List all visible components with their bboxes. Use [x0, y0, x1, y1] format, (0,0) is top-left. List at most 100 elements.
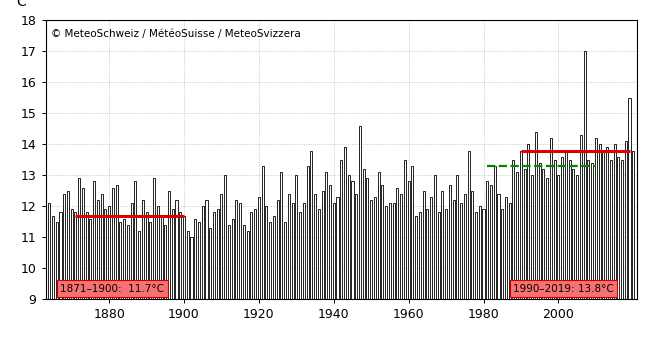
Bar [621, 160, 623, 299]
Bar [378, 172, 380, 299]
Bar [546, 178, 548, 299]
Bar [467, 151, 469, 299]
Bar [194, 219, 196, 299]
Bar [463, 194, 466, 299]
Bar [367, 178, 369, 299]
Bar [456, 175, 458, 299]
Bar [426, 209, 428, 299]
Bar [389, 203, 391, 299]
Bar [479, 206, 481, 299]
Bar [86, 212, 88, 299]
Bar [108, 206, 110, 299]
Bar [531, 175, 533, 299]
Bar [482, 209, 484, 299]
Bar [385, 206, 387, 299]
Bar [67, 191, 69, 299]
Bar [101, 194, 103, 299]
Bar [606, 148, 608, 299]
Bar [105, 209, 107, 299]
Bar [363, 169, 365, 299]
Bar [56, 222, 58, 299]
Bar [322, 191, 324, 299]
Bar [90, 219, 92, 299]
Bar [452, 200, 454, 299]
Bar [497, 194, 499, 299]
Bar [419, 212, 421, 299]
Bar [224, 175, 226, 299]
Bar [190, 237, 192, 299]
Bar [486, 182, 488, 299]
Bar [535, 132, 537, 299]
Bar [348, 175, 350, 299]
Bar [591, 163, 593, 299]
Bar [74, 212, 77, 299]
Bar [415, 216, 417, 299]
Text: 1871–1900:  11.7°C: 1871–1900: 11.7°C [60, 284, 164, 294]
Bar [246, 231, 249, 299]
Bar [516, 172, 518, 299]
Bar [374, 197, 376, 299]
Bar [198, 222, 200, 299]
Bar [325, 172, 328, 299]
Bar [220, 194, 222, 299]
Bar [112, 188, 114, 299]
Bar [557, 175, 560, 299]
Bar [629, 98, 630, 299]
Bar [228, 225, 230, 299]
Bar [434, 175, 436, 299]
Bar [512, 160, 515, 299]
Bar [625, 141, 627, 299]
Bar [303, 203, 305, 299]
Bar [584, 51, 586, 299]
Bar [396, 188, 398, 299]
Bar [116, 185, 118, 299]
Bar [632, 151, 634, 299]
Bar [250, 212, 252, 299]
Bar [344, 148, 346, 299]
Bar [610, 160, 612, 299]
Bar [310, 151, 313, 299]
Bar [273, 216, 275, 299]
Bar [494, 166, 496, 299]
Bar [408, 182, 410, 299]
Bar [599, 144, 601, 299]
Bar [183, 216, 185, 299]
Bar [359, 126, 361, 299]
Bar [603, 151, 605, 299]
Bar [329, 185, 331, 299]
Bar [213, 212, 215, 299]
Bar [422, 191, 424, 299]
Bar [595, 138, 597, 299]
Bar [471, 191, 473, 299]
Bar [501, 209, 503, 299]
Bar [243, 225, 245, 299]
Bar [168, 191, 170, 299]
Bar [569, 160, 571, 299]
Bar [524, 169, 526, 299]
Bar [411, 166, 413, 299]
Bar [352, 182, 354, 299]
Bar [614, 144, 616, 299]
Bar [138, 231, 140, 299]
Bar [314, 194, 316, 299]
Bar [120, 222, 122, 299]
Bar [542, 169, 545, 299]
Bar [261, 166, 264, 299]
Bar [265, 206, 267, 299]
Bar [153, 178, 155, 299]
Bar [71, 209, 73, 299]
Text: 1990–2019: 13.8°C: 1990–2019: 13.8°C [514, 284, 614, 294]
Bar [295, 175, 297, 299]
Bar [157, 206, 159, 299]
Bar [59, 212, 62, 299]
Bar [441, 191, 443, 299]
Bar [404, 160, 406, 299]
Bar [550, 138, 552, 299]
Bar [239, 203, 241, 299]
Bar [63, 194, 65, 299]
Bar [337, 197, 339, 299]
Bar [460, 203, 462, 299]
Bar [307, 166, 309, 299]
Bar [93, 182, 95, 299]
Bar [123, 219, 125, 299]
